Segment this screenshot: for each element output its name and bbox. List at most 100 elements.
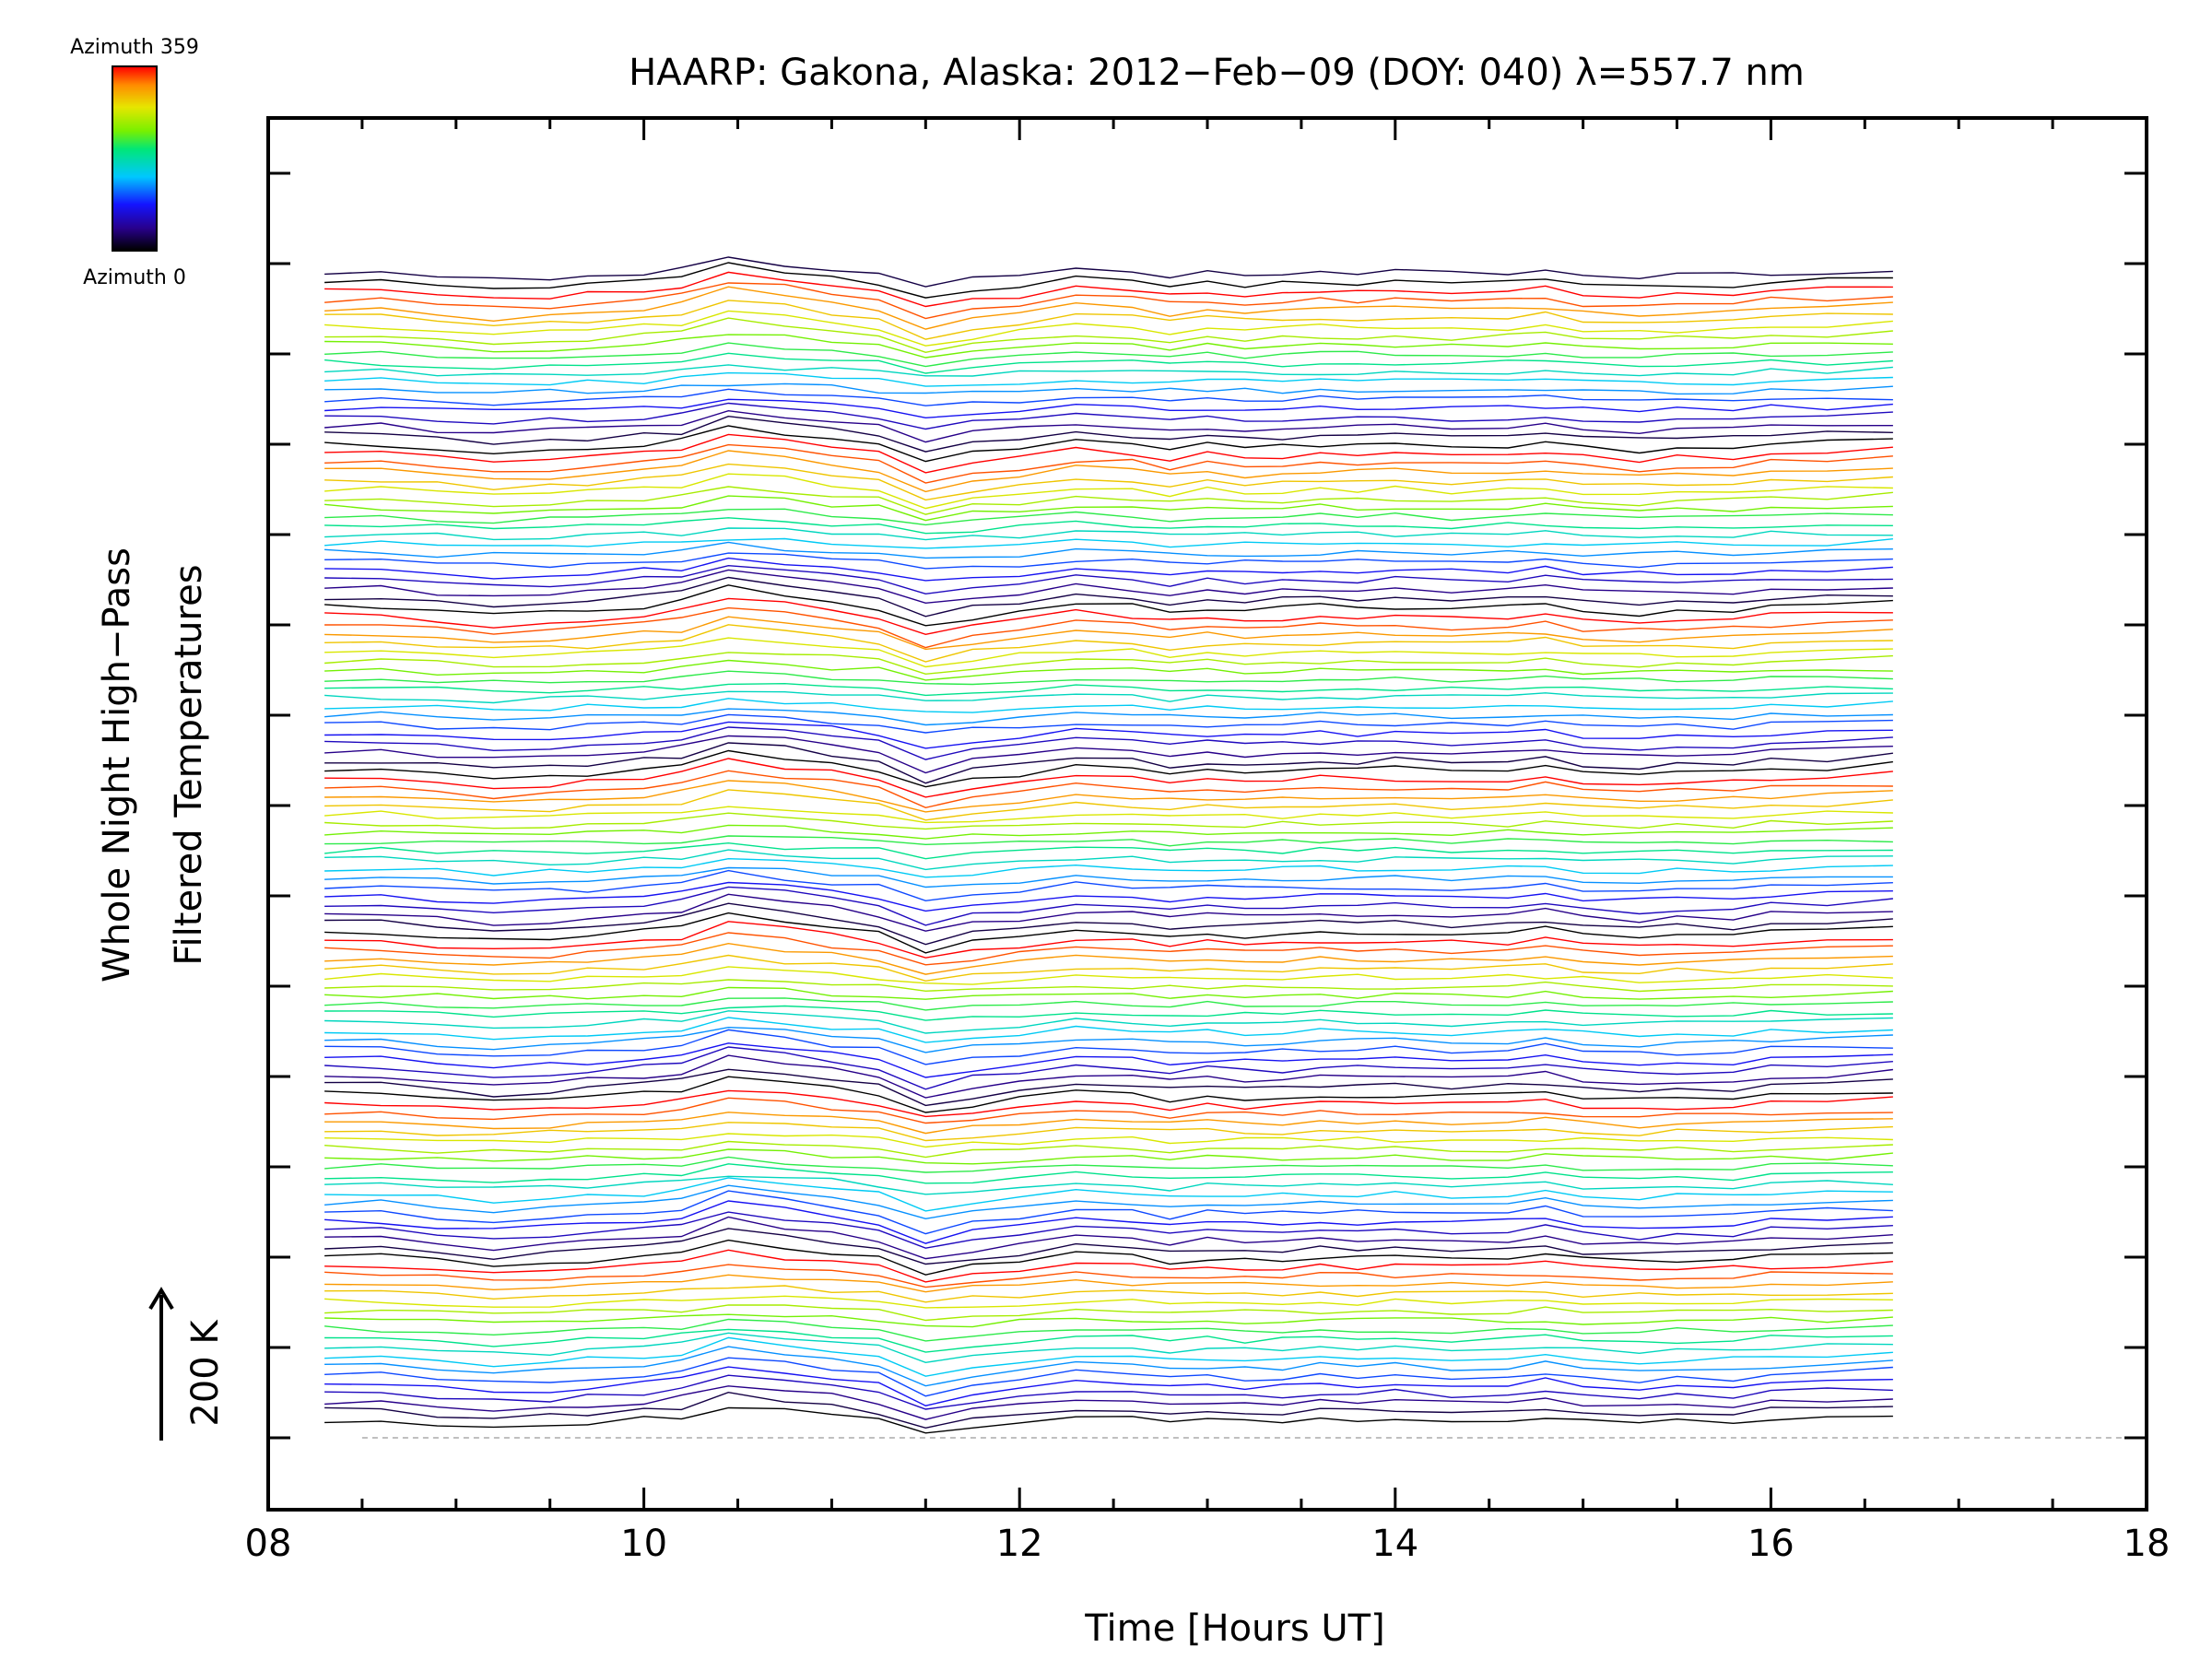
- series-line: [324, 310, 1893, 347]
- x-tick-label: 12: [996, 1523, 1043, 1565]
- colorbar-strip: [112, 146, 157, 147]
- colorbar-strip: [112, 80, 157, 82]
- colorbar-strip: [112, 155, 157, 157]
- colorbar-strip: [112, 245, 157, 247]
- colorbar-strip: [112, 191, 157, 193]
- colorbar-strip: [112, 233, 157, 235]
- colorbar-strip: [112, 244, 157, 246]
- colorbar-strip: [112, 113, 157, 115]
- colorbar-top-label: Azimuth 359: [70, 36, 199, 59]
- colorbar-strip: [112, 157, 157, 159]
- colorbar-strip: [112, 225, 157, 227]
- series-line: [324, 942, 1893, 975]
- series-line: [324, 1010, 1893, 1034]
- colorbar-strip: [112, 96, 157, 98]
- series-line: [324, 1097, 1893, 1124]
- series-line: [324, 979, 1893, 993]
- colorbar-strip: [112, 108, 157, 110]
- series-line: [324, 537, 1893, 549]
- colorbar-strip: [112, 161, 157, 163]
- series-line: [324, 517, 1893, 535]
- series-line: [324, 1200, 1893, 1244]
- colorbar-strip: [112, 143, 157, 145]
- series-line: [324, 690, 1893, 704]
- colorbar-strip: [112, 203, 157, 205]
- series-line: [324, 624, 1893, 663]
- series-line: [324, 1385, 1893, 1420]
- colorbar-strip: [112, 243, 157, 245]
- series-line: [324, 388, 1893, 406]
- colorbar-strip: [112, 193, 157, 194]
- colorbar-strip: [112, 131, 157, 133]
- colorbar-strip: [112, 164, 157, 166]
- colorbar-strip: [112, 176, 157, 178]
- colorbar-strip: [112, 232, 157, 234]
- colorbar-strip: [112, 163, 157, 165]
- series-line: [324, 849, 1893, 871]
- colorbar-strip: [112, 158, 157, 159]
- colorbar-strip: [112, 114, 157, 116]
- colorbar-strip: [112, 199, 157, 201]
- colorbar-strip: [112, 185, 157, 187]
- series-line: [324, 317, 1893, 354]
- colorbar-strip: [112, 147, 157, 149]
- series-line: [324, 508, 1893, 526]
- colorbar-strip: [112, 133, 157, 135]
- series-line: [324, 1332, 1893, 1364]
- colorbar-strip: [112, 231, 157, 233]
- series-line: [324, 409, 1893, 443]
- series-line: [324, 576, 1893, 618]
- series-line: [324, 262, 1893, 299]
- colorbar-strip: [112, 136, 157, 138]
- colorbar-strip: [112, 78, 157, 80]
- colorbar-strip: [112, 74, 157, 76]
- colorbar-strip: [112, 187, 157, 189]
- series-line: [324, 893, 1893, 932]
- colorbar-strip: [112, 141, 157, 143]
- colorbar-strip: [112, 220, 157, 222]
- colorbar-strip: [112, 112, 157, 114]
- colorbar-strip: [112, 87, 157, 88]
- colorbar-strip: [112, 101, 157, 103]
- colorbar-strip: [112, 234, 157, 236]
- x-tick-labels: 08 10 12 14 16 18: [245, 1523, 2171, 1565]
- series-line: [324, 415, 1893, 453]
- colorbar-strip: [112, 186, 157, 188]
- colorbar-strip: [112, 92, 157, 94]
- series-line: [324, 300, 1893, 340]
- colorbar-strip: [112, 219, 157, 221]
- series-line: [324, 433, 1893, 474]
- colorbar-strip: [112, 175, 157, 177]
- series-line: [324, 584, 1893, 627]
- colorbar-strip: [112, 104, 157, 106]
- scale-arrow-head: [148, 1287, 174, 1311]
- colorbar-strip: [112, 148, 157, 150]
- series-line: [324, 652, 1893, 676]
- colorbar-strip: [112, 84, 157, 86]
- series-line: [324, 997, 1893, 1011]
- series-line: [324, 527, 1893, 541]
- colorbar-strip: [112, 215, 157, 217]
- colorbar-strip: [112, 177, 157, 179]
- colorbar-strip: [112, 106, 157, 108]
- x-tick-label: 16: [1747, 1523, 1794, 1565]
- colorbar-strip: [112, 210, 157, 212]
- series-line: [324, 495, 1893, 522]
- colorbar-strip: [112, 246, 157, 248]
- series-line: [324, 382, 1893, 395]
- colorbar-strip: [112, 123, 157, 124]
- colorbar-strip: [112, 150, 157, 152]
- series-line: [324, 1366, 1893, 1406]
- colorbar-strip: [112, 230, 157, 232]
- colorbar-strip: [112, 194, 157, 196]
- colorbar-strip: [112, 122, 157, 124]
- series-line: [324, 1336, 1893, 1377]
- series-line: [324, 1156, 1893, 1173]
- series-line: [324, 486, 1893, 515]
- colorbar-strip: [112, 212, 157, 214]
- series-line: [324, 398, 1893, 419]
- series-line: [324, 1175, 1893, 1195]
- colorbar-strip: [112, 145, 157, 147]
- series-line: [324, 1304, 1893, 1322]
- colorbar-strip: [112, 125, 157, 127]
